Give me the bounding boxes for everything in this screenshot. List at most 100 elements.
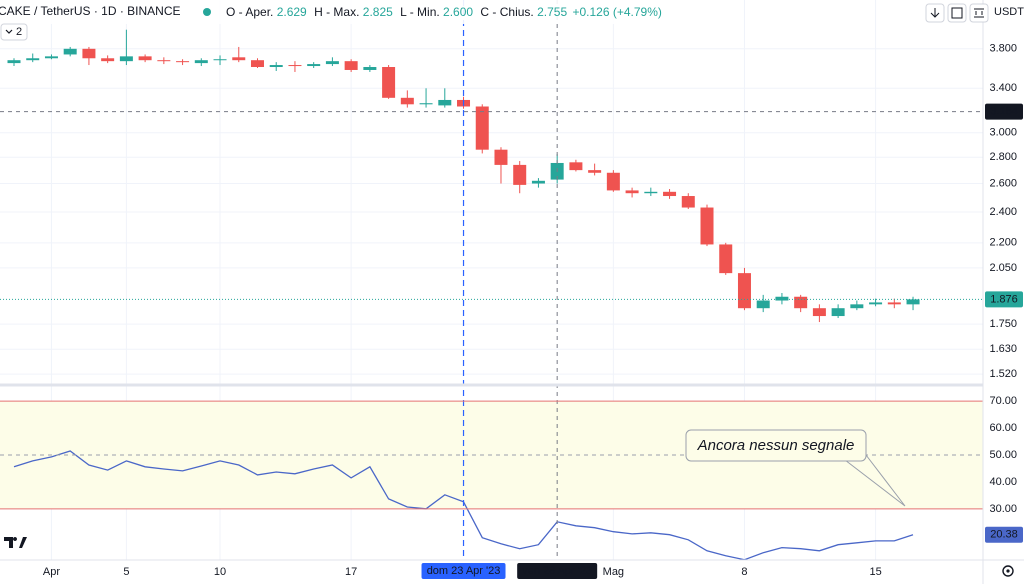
x-tick-label: 8 [741, 566, 747, 578]
candle-body [812, 308, 826, 317]
candle-body [513, 164, 527, 185]
fullscreen-button[interactable] [969, 3, 989, 23]
open-label: O - Aper. [226, 5, 273, 19]
candle-body [775, 296, 789, 301]
y-tick-label: 3.400 [989, 82, 1017, 94]
candle-body [44, 56, 58, 59]
settings-button[interactable] [1002, 565, 1014, 577]
candle-body [157, 60, 171, 62]
maximize-button[interactable] [947, 3, 967, 23]
candle-body [869, 302, 883, 305]
icon [974, 8, 984, 18]
candle-body [625, 190, 639, 194]
last-value-label: 20.38 [990, 529, 1018, 541]
candle-body [269, 65, 283, 68]
currency[interactable]: USDT [994, 6, 1024, 18]
candle-body [681, 196, 695, 208]
y-tick-label: 2.400 [989, 206, 1017, 218]
low-value: 2.600 [443, 5, 473, 19]
candle-body [382, 67, 396, 98]
high-value: 2.825 [363, 5, 393, 19]
candle-body [400, 97, 414, 105]
y-tick-label: 3.000 [989, 127, 1017, 139]
logo [4, 537, 27, 548]
candle-body [344, 61, 358, 70]
y-tick-label: 60.00 [989, 422, 1017, 434]
candle-body [906, 299, 920, 305]
candle-body [26, 58, 40, 61]
marker-date-label: dom 23 Apr '23 [427, 565, 501, 577]
candle-body [794, 296, 808, 309]
candle-body [419, 103, 433, 105]
x-tick-label: 17 [345, 566, 357, 578]
candle-body [438, 99, 452, 106]
candle-body [663, 191, 677, 197]
candle-body [719, 244, 733, 274]
candle-body [494, 149, 508, 165]
y-tick-label: 2.800 [989, 151, 1017, 163]
symbol: CAKE / TetherUS · 1D · BINANCE [0, 4, 181, 18]
icon [951, 7, 963, 19]
last-value-label-bg [985, 526, 1023, 543]
plot [7, 29, 920, 561]
candle-body [756, 300, 770, 309]
marker-date-label-bg [421, 563, 506, 579]
candle-body [250, 60, 264, 68]
candle-body [644, 191, 658, 194]
annotation: Ancora nessun segnale [697, 437, 855, 454]
high-label: H - Max. [314, 5, 359, 19]
candle-body [475, 106, 489, 150]
y-tick-label: 70.00 [989, 395, 1017, 407]
candle-body [700, 207, 714, 245]
indicator-count: 2 [16, 26, 22, 38]
y-tick-label: 50.00 [989, 449, 1017, 461]
crosshair-date-label-bg [517, 563, 598, 579]
toolbar: USDT [925, 3, 1024, 23]
crosshair-price-label: 3.184 [990, 105, 1018, 117]
y-tick-label: 2.600 [989, 177, 1017, 189]
candle-body [176, 61, 190, 63]
candle-body [307, 64, 321, 67]
candle-body [194, 60, 208, 64]
legend: O - Aper. 2.629 H - Max. 2.825 L - Min. … [226, 5, 662, 19]
candle-body [887, 302, 901, 305]
candle-body [213, 59, 227, 61]
last-price-label-bg [985, 291, 1023, 308]
settings-icon [1006, 569, 1010, 573]
candle-body [288, 65, 302, 67]
y-tick-label: 1.630 [989, 343, 1017, 355]
x-tick-label: 5 [123, 566, 129, 578]
last-price-label: 1.876 [990, 293, 1018, 305]
candle-body [119, 56, 133, 62]
candle-body [101, 58, 115, 62]
crosshair-date-label: ven 28 Apr '23 [522, 565, 592, 577]
callout-pointer [844, 454, 906, 507]
close-value: 2.755 [537, 5, 567, 19]
header-bg [0, 0, 650, 24]
candle-body [363, 67, 377, 70]
candle-body [82, 48, 96, 59]
status-dot [203, 8, 211, 16]
y-tick-label: 1.750 [989, 318, 1017, 330]
candle-body [606, 172, 620, 191]
candle-body [531, 180, 545, 184]
candle-body [232, 57, 246, 61]
candle-body [63, 48, 77, 55]
candle-body [7, 60, 21, 64]
indicator-toggle[interactable]: 2 [0, 23, 28, 41]
y-tick-label: 40.00 [989, 476, 1017, 488]
candle-body [325, 61, 339, 65]
x-tick-label: 10 [214, 566, 226, 578]
callout [685, 429, 867, 462]
y-tick-label: 1.520 [989, 368, 1017, 380]
close-label: C - Chius. [480, 5, 533, 19]
crosshair-price-label-bg [985, 103, 1023, 120]
icon [930, 8, 940, 18]
candle-body [588, 170, 602, 173]
candle-body [569, 162, 583, 171]
y-tick-label: 2.050 [989, 262, 1017, 274]
x-tick-label: Mag [603, 566, 624, 578]
y-tick-label: 3.800 [989, 43, 1017, 55]
open-value: 2.629 [277, 5, 307, 19]
